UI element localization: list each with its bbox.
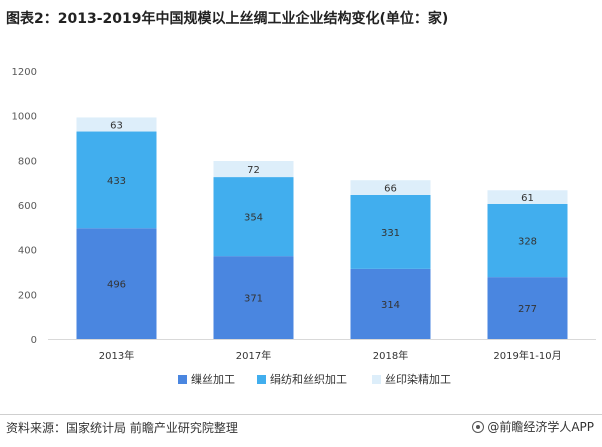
bar-segment xyxy=(213,161,294,178)
bar-segment xyxy=(76,117,157,132)
y-tick-label: 200 xyxy=(18,290,37,301)
y-tick-label: 800 xyxy=(18,156,37,167)
chart-title: 图表2：2013-2019年中国规模以上丝绸工业企业结构变化(单位：家) xyxy=(6,11,449,27)
bar-segment xyxy=(76,131,157,229)
bar-segment xyxy=(487,277,568,339)
data-label: 371 xyxy=(244,294,263,305)
data-label: 277 xyxy=(518,304,537,315)
legend-swatch xyxy=(257,375,266,384)
legend-swatch xyxy=(178,375,187,384)
y-tick-label: 1000 xyxy=(12,112,37,123)
data-label: 331 xyxy=(381,228,400,239)
legend-swatch xyxy=(372,375,381,384)
y-tick-label: 1200 xyxy=(12,67,37,78)
bar-segment xyxy=(350,194,431,269)
footer-divider xyxy=(0,414,602,415)
x-tick-label: 2018年 xyxy=(373,349,408,362)
y-tick-label: 600 xyxy=(18,201,37,212)
source-note: 资料来源：国家统计局 前瞻产业研究院整理 xyxy=(6,421,238,435)
bar-segment xyxy=(350,180,431,195)
data-label: 66 xyxy=(384,184,397,195)
stacked-bar-chart: 0 200 400 600 800 1000 1200 496 433 63 2013年 371 354… xyxy=(12,67,596,386)
data-label: 61 xyxy=(521,193,534,204)
data-label: 63 xyxy=(110,120,123,131)
data-label: 72 xyxy=(247,165,260,176)
x-tick-label: 2019年1-10月 xyxy=(493,349,561,362)
x-tick-label: 2013年 xyxy=(99,349,134,362)
legend-label: 丝印染精加工 xyxy=(385,372,451,386)
data-label: 496 xyxy=(107,280,126,291)
legend-label: 缫丝加工 xyxy=(191,372,235,386)
data-label: 328 xyxy=(518,237,537,248)
bar-segment xyxy=(76,228,157,339)
x-tick-label: 2017年 xyxy=(236,349,271,362)
y-tick-label: 400 xyxy=(18,246,37,257)
brand-credit: @前瞻经济学人APP xyxy=(472,418,594,435)
bar-segment xyxy=(487,203,568,278)
data-label: 314 xyxy=(381,300,400,311)
bar-segment xyxy=(213,177,294,257)
y-tick-label: 0 xyxy=(31,335,37,346)
brand-logo-icon xyxy=(472,421,485,433)
data-label: 433 xyxy=(107,176,126,187)
brand-text: @前瞻经济学人APP xyxy=(487,420,594,434)
bar-segment xyxy=(213,256,294,339)
bar-segment xyxy=(487,190,568,204)
bar-segment xyxy=(350,268,431,339)
data-label: 354 xyxy=(244,213,263,224)
legend-label: 绢纺和丝织加工 xyxy=(270,372,347,386)
